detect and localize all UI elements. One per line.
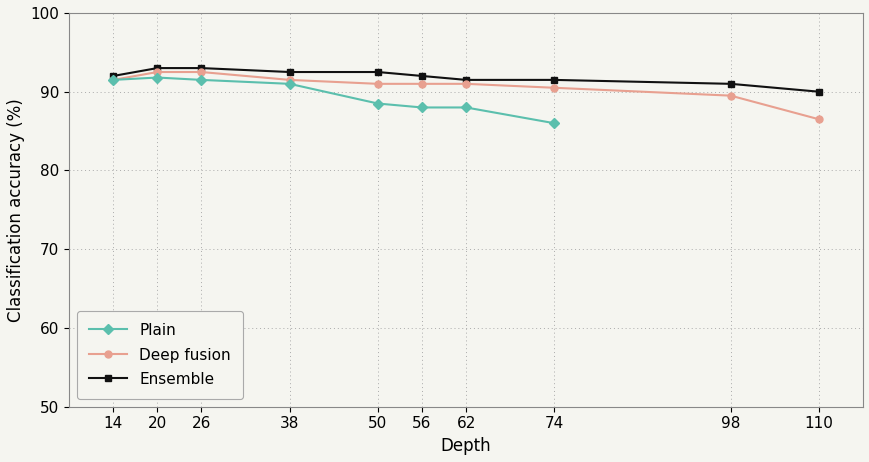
Ensemble — [108, 73, 118, 79]
Plain — [152, 75, 163, 80]
Plain — [108, 77, 118, 83]
Line: Plain: Plain — [109, 74, 557, 127]
Deep fusion — [813, 116, 823, 122]
Deep fusion — [725, 93, 735, 98]
X-axis label: Depth: Depth — [441, 437, 491, 455]
Deep fusion — [152, 69, 163, 75]
Ensemble — [152, 65, 163, 71]
Deep fusion — [284, 77, 295, 83]
Line: Ensemble: Ensemble — [109, 65, 821, 95]
Ensemble — [461, 77, 471, 83]
Plain — [461, 105, 471, 110]
Ensemble — [548, 77, 559, 83]
Y-axis label: Classification accuracy (%): Classification accuracy (%) — [7, 98, 25, 322]
Legend: Plain, Deep fusion, Ensemble: Plain, Deep fusion, Ensemble — [76, 311, 243, 399]
Plain — [196, 77, 207, 83]
Deep fusion — [548, 85, 559, 91]
Ensemble — [813, 89, 823, 95]
Ensemble — [372, 69, 382, 75]
Ensemble — [416, 73, 427, 79]
Ensemble — [725, 81, 735, 86]
Deep fusion — [108, 77, 118, 83]
Deep fusion — [461, 81, 471, 86]
Line: Deep fusion: Deep fusion — [109, 68, 821, 123]
Deep fusion — [196, 69, 207, 75]
Deep fusion — [416, 81, 427, 86]
Plain — [548, 121, 559, 126]
Ensemble — [196, 65, 207, 71]
Plain — [372, 101, 382, 106]
Plain — [284, 81, 295, 86]
Deep fusion — [372, 81, 382, 86]
Ensemble — [284, 69, 295, 75]
Plain — [416, 105, 427, 110]
